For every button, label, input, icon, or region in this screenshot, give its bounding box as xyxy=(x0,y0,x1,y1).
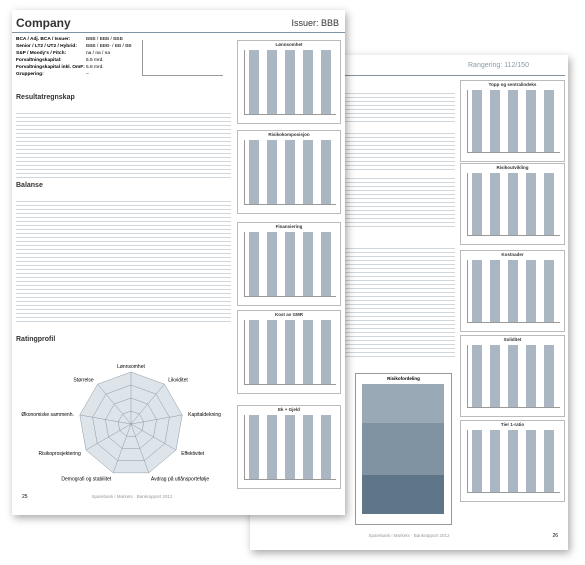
radar-label: Økonomiske sammenh. xyxy=(21,412,74,418)
chart-panel: Risikoutvikling xyxy=(460,163,565,245)
ranking: Rangering: 112/150 xyxy=(468,62,529,69)
info-value: – xyxy=(86,72,89,77)
radar-label: Avdrag på utlånsportefølje xyxy=(151,476,209,483)
info-row: Gruppering: – xyxy=(16,72,132,79)
chart-area xyxy=(467,430,560,493)
info-label: Forvaltningskapital inkl. OmF: xyxy=(16,65,85,70)
right-page: Rangering: 112/150 Risikofordeling Spare… xyxy=(250,55,568,550)
info-value: 5.8 mrd. xyxy=(86,65,104,70)
info-row: Forvaltningskapital inkl. OmF:5.8 mrd. xyxy=(16,65,132,72)
chart-area xyxy=(467,173,560,236)
chart-area xyxy=(467,345,560,408)
radar-ring xyxy=(117,410,145,437)
info-value: 5.5 mrd. xyxy=(86,58,104,63)
chart-area xyxy=(244,50,336,115)
radar-ring xyxy=(92,384,170,461)
radar-axis xyxy=(130,384,165,425)
chart-area xyxy=(467,260,560,323)
info-value: BBB / BBB- / BB / BB xyxy=(86,44,132,49)
chart-title: Risikokomposisjon xyxy=(268,132,310,137)
chart-title: Topp og sentralindeks xyxy=(488,82,537,87)
chart-panel: Tier 1-ratio xyxy=(460,420,565,502)
info-label: Senior / LT2 / UT2 / Hybrid: xyxy=(16,44,77,49)
info-row: BCA / Adj. BCA / Issuer: BBB / BBB / BBB xyxy=(16,37,132,44)
info-label: BCA / Adj. BCA / Issuer: xyxy=(16,37,71,42)
section: Resultatregnskap xyxy=(16,94,75,101)
radar-axis xyxy=(112,423,132,473)
radar-label: Effektivitet xyxy=(181,451,205,457)
info-row: Forvaltningskapital: 5.5 mrd. xyxy=(16,58,132,65)
radar-label: Kapitaldekning xyxy=(188,412,221,418)
chart-area xyxy=(244,320,336,385)
chart-title: Kostnader xyxy=(501,252,524,257)
issuer: Issuer: BBB xyxy=(291,18,339,28)
info-row: Senior / LT2 / UT2 / Hybrid: BBB / BBB- /… xyxy=(16,44,132,51)
title: Company xyxy=(16,16,71,30)
chart-title: Kost av GMR xyxy=(274,312,303,317)
radar-ring xyxy=(105,397,157,449)
radar-label: Demografi og stabilitet xyxy=(61,477,111,483)
chart-area xyxy=(244,415,336,480)
radar-axis xyxy=(85,423,132,451)
radar: Lønnsomhet Likviditet Kapitaldekning Effekt… xyxy=(21,364,221,483)
radar-axis xyxy=(79,414,132,425)
chart-panel: Soliditet xyxy=(460,335,565,417)
center-title: Risikofordeling xyxy=(387,376,420,381)
info-row: S&P / Moody's / Fitch: na / na / na xyxy=(16,51,132,58)
radar-label: Lønnsomhet xyxy=(117,364,145,370)
footer: Sparebank i Markets · Bankrapport 2012 xyxy=(368,533,450,538)
left-page: Company Issuer: BBB BCA / Adj. BCA / Iss… xyxy=(12,10,345,515)
info-label: Gruppering: xyxy=(16,72,44,77)
info-label: S&P / Moody's / Fitch: xyxy=(16,51,67,56)
info-value: na / na / na xyxy=(86,51,111,56)
chart-area xyxy=(467,90,560,153)
chart-panel: Kostnader xyxy=(460,250,565,332)
chart-panel: Topp og sentralindeks xyxy=(460,80,565,162)
chart-panel: Ek + Gjeld xyxy=(237,405,341,489)
footer: Sparebank i Markets · Bankrapport 2012 xyxy=(91,494,173,499)
radar-axis xyxy=(130,414,183,425)
center-chart: Risikofordeling xyxy=(355,373,452,525)
chart-panel: Risikokomposisjon xyxy=(237,130,341,214)
radar-axis xyxy=(130,423,150,473)
chart-panel: Lønnsomhet xyxy=(237,40,341,124)
section: Ratingprofil xyxy=(16,336,56,343)
section: Balanse xyxy=(16,182,43,189)
chart-area xyxy=(244,232,336,297)
radar-label: Likviditet xyxy=(168,378,188,384)
page-number: 25 xyxy=(22,494,28,500)
chart-area xyxy=(244,140,336,205)
chart-title: Lønnsomhet xyxy=(275,42,303,47)
chart-panel: Finansiering xyxy=(237,222,341,306)
page-number: 26 xyxy=(552,533,558,539)
chart-title: Finansiering xyxy=(275,224,303,229)
chart-title: Risikoutvikling xyxy=(496,165,529,170)
chart-title: Ek + Gjeld xyxy=(278,407,300,412)
chart-title: Tier 1-ratio xyxy=(500,422,525,427)
radar-axis xyxy=(97,384,132,425)
radar-label: Risikoprosjektering xyxy=(39,451,81,457)
info-label: Forvaltningskapital: xyxy=(16,58,62,63)
radar-axis xyxy=(130,423,177,451)
radar-label: Størrelse xyxy=(73,378,94,384)
info-value: BBB / BBB / BBB xyxy=(86,37,123,42)
chart-title: Soliditet xyxy=(503,337,522,342)
chart-panel: Kost av GMR xyxy=(237,310,341,394)
